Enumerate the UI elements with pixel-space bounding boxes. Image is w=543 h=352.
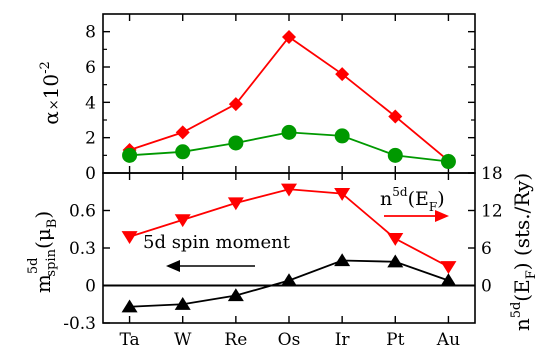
ann-e: (E [408,188,429,210]
annotation-n5d: n5d(EF) [380,185,445,214]
data-point-circle [440,154,456,170]
times-sign: × [47,99,62,110]
top-y-tick-label: 4 [85,93,96,113]
data-point-triangle-up [174,297,191,310]
bottom-left-y-tick-label: 0.6 [69,202,96,222]
mu-close: ) [31,211,55,219]
power-exponent: -2 [38,61,53,74]
top-y-tick-label: 0 [85,164,96,184]
m-superscript: 5d [26,258,41,275]
data-point-circle [228,135,244,151]
ann-sup: 5d [392,185,408,199]
data-point-triangle-down [334,188,351,201]
data-point-triangle-up [281,273,297,287]
data-point-triangle-down [281,183,297,197]
x-tick-label: Ir [335,330,351,350]
data-point-circle [334,128,350,144]
data-point-triangle-down [440,261,457,274]
bottom-right-y-tick-label: 18 [481,164,503,184]
m-symbol: m [31,274,55,293]
bottom-right-y-ticks: 0 6 12 18 [468,164,503,297]
series-line [129,188,449,268]
annotation-arrow-right [384,210,449,222]
data-point-circle [281,124,297,140]
data-point-triangle-up [227,288,244,302]
ann-close: ) [437,188,444,210]
top-y-axis-label: α×10-2 [38,61,63,125]
series-bottom-black [121,253,457,313]
bottom-right-y-tick-label: 12 [481,202,503,222]
x-tick-label: Re [224,330,247,350]
data-point-diamond [282,29,296,44]
data-point-triangle-up [440,273,457,287]
data-point-diamond [335,67,350,82]
x-tick-label: Au [436,330,460,350]
series-layer [121,29,457,313]
ef-subscript: F [524,270,539,279]
ann-sub: F [429,200,437,214]
data-point-diamond [175,125,190,140]
x-tick-label: Os [278,330,301,350]
data-point-diamond [388,109,403,124]
data-point-triangle-up [121,299,138,313]
bottom-left-y-tick-label: 0.3 [69,239,96,259]
bottom-left-y-ticks: -0.3 0 0.3 0.6 [63,202,110,334]
top-y-ticks: 0 2 4 6 8 [85,23,475,184]
bottom-right-y-axis-label: n5d(EF) (sts./Ry) [509,173,539,331]
data-point-triangle-down [174,214,191,228]
m-subscript: spin [44,248,59,276]
x-tick-label: Ta [119,330,139,350]
ef-rest: ) (sts./Ry) [510,173,534,270]
series-top-green [122,124,456,170]
data-point-triangle-down [387,233,404,246]
data-point-circle [175,144,191,160]
top-y-tick-label: 8 [85,23,96,43]
bottom-left-y-tick-label: 0 [85,277,96,297]
data-point-triangle-down [227,197,244,211]
top-y-tick-label: 6 [85,58,96,78]
annotation-arrow-left [166,260,255,272]
ef-open: (E [510,279,534,301]
data-point-triangle-up [334,253,351,267]
series-bottom-red [121,183,457,274]
data-point-circle [387,147,403,163]
n-superscript: 5d [509,302,524,319]
ann-n: n [380,188,392,210]
bottom-left-y-axis-label: m5d spin(μB) [26,211,60,293]
alpha-symbol: α [39,111,63,125]
data-point-triangle-up [387,254,404,268]
mu-open: (μ [31,228,55,249]
series-line [129,35,450,162]
annotation-spin-moment: 5d spin moment [143,232,291,253]
x-tick-label: Pt [386,330,404,350]
series-top-red [122,29,456,168]
bottom-right-y-tick-label: 0 [481,277,492,297]
data-point-triangle-down [121,231,138,244]
n-symbol: n [510,318,534,331]
power-base: 10 [39,74,63,99]
x-tick-label: W [174,330,192,350]
top-y-tick-label: 2 [85,129,96,149]
x-ticks: Ta W Re Os Ir Pt Au [119,14,460,350]
bottom-left-y-tick-label: -0.3 [63,314,96,334]
bottom-right-y-tick-label: 6 [481,239,492,259]
data-point-diamond [228,97,243,112]
mu-subscript: B [45,219,60,229]
data-point-circle [122,147,138,163]
